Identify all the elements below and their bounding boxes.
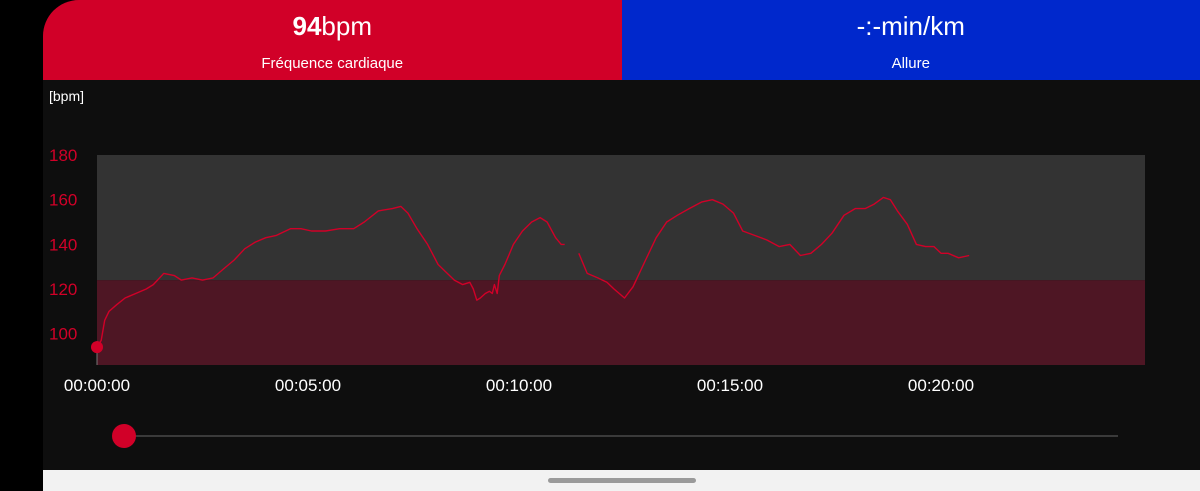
pace-value: -:- [856,11,882,41]
system-nav-bar [43,470,1200,491]
pace-metric[interactable]: -:-min/km Allure [621,0,1200,80]
x-tick-label-00-05-00: 00:05:00 [275,376,341,395]
pace-label: Allure [891,55,930,72]
y-tick-label-120: 120 [49,280,77,299]
x-tick-label-00-20-00: 00:20:00 [908,376,974,395]
y-tick-label-140: 140 [49,235,77,254]
x-tick-label-00-15-00: 00:15:00 [697,376,763,395]
heart-rate-unit: bpm [321,11,372,41]
x-tick-label-00-00-00: 00:00:00 [64,376,130,395]
heart-rate-line-segment-2 [578,196,970,299]
heart-rate-label: Fréquence cardiaque [261,55,404,72]
zone-band-low [97,280,1145,365]
heart-rate-chart[interactable]: 100 120 140 160 180 00:00:00 00:05:00 00:10:00 0… [43,80,1200,470]
heart-rate-metric[interactable]: 94bpm Fréquence cardiaque [43,0,622,80]
heart-rate-value-row: 94bpm [293,10,373,42]
y-tick-label-160: 160 [49,191,77,210]
heart-rate-line-segment-1 [96,205,565,348]
y-tick-label-100: 100 [49,325,77,344]
pace-value-row: -:-min/km [857,10,965,42]
x-tick-label-00-10-00: 00:10:00 [486,376,552,395]
heart-rate-value: 94 [292,11,322,41]
y-axis-unit-label: [bpm] [49,88,85,104]
timeline-slider-thumb[interactable] [112,424,136,448]
zone-band-high [97,155,1145,281]
workout-detail-screen: 94bpm Fréquence cardiaque -:-min/km Allu… [43,0,1200,470]
pace-unit: min/km [881,11,965,41]
home-indicator[interactable] [548,478,696,483]
metrics-header: 94bpm Fréquence cardiaque -:-min/km Allu… [43,0,1200,80]
y-tick-label-180: 180 [49,146,77,165]
current-position-marker [91,341,103,354]
